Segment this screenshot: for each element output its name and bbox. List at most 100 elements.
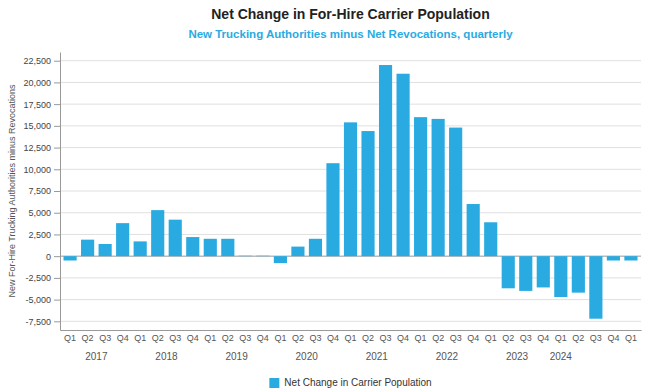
bar	[204, 239, 217, 256]
bar	[134, 241, 147, 256]
y-tick-mark	[54, 82, 60, 83]
bar	[239, 255, 252, 256]
bar	[624, 256, 637, 260]
y-tick: 7,500	[28, 186, 60, 196]
grid-line	[60, 299, 641, 300]
grid-line	[60, 82, 641, 83]
bars	[64, 65, 638, 319]
grid-line	[60, 277, 641, 278]
x-tick-label: Q3	[309, 333, 321, 343]
x-tick-label: Q2	[222, 333, 234, 343]
y-tick: 22,500	[23, 56, 60, 66]
x-tick-label: Q2	[572, 333, 584, 343]
bar	[537, 256, 550, 287]
x-tick: Q1	[485, 333, 497, 343]
x-tick: Q4	[467, 333, 479, 343]
y-tick-label: -5,000	[25, 295, 51, 305]
bar	[572, 256, 585, 292]
year-label: 2017	[85, 351, 108, 362]
y-tick: 2,500	[28, 230, 60, 240]
y-tick-label: -7,500	[25, 317, 51, 327]
x-tick: Q1	[134, 333, 146, 343]
bar	[309, 239, 322, 256]
y-tick: 17,500	[23, 100, 60, 110]
grid-line	[60, 60, 641, 61]
y-tick-label: 20,000	[23, 78, 51, 88]
y-tick: 5,000	[28, 208, 60, 218]
plot: -7,500-5,000-2,50002,5005,0007,50010,000…	[23, 53, 641, 363]
x-tick-label: Q4	[397, 333, 409, 343]
x-tick: Q1	[274, 333, 286, 343]
x-tick: Q2	[222, 333, 234, 343]
x-tick: Q2	[152, 333, 164, 343]
y-tick: -2,500	[25, 273, 60, 283]
y-tick-label: 10,000	[23, 165, 51, 175]
y-tick-mark	[54, 104, 60, 105]
y-tick: -7,500	[25, 317, 60, 327]
x-axis-line	[61, 330, 642, 331]
year-label: 2019	[225, 351, 248, 362]
y-tick-label: 22,500	[23, 56, 51, 66]
y-tick-label: 7,500	[28, 186, 51, 196]
x-tick: Q3	[239, 333, 251, 343]
x-tick: Q4	[537, 333, 549, 343]
bar	[116, 223, 129, 256]
x-tick-label: Q3	[450, 333, 462, 343]
bar	[554, 256, 567, 297]
x-tick: Q3	[520, 333, 532, 343]
y-tick-mark	[54, 234, 60, 235]
bar	[151, 210, 164, 256]
bar	[397, 74, 410, 256]
x-tick-label: Q4	[327, 333, 339, 343]
bar	[607, 256, 620, 260]
x-tick: Q4	[397, 333, 409, 343]
x-tick: Q2	[292, 333, 304, 343]
y-tick-mark	[54, 321, 60, 322]
y-tick-mark	[54, 213, 60, 214]
y-tick: -5,000	[25, 295, 60, 305]
bar	[414, 117, 427, 256]
bar	[519, 256, 532, 291]
x-tick-label: Q2	[82, 333, 94, 343]
bar	[344, 122, 357, 256]
y-tick-label: 5,000	[28, 208, 51, 218]
y-tick-label: 17,500	[23, 100, 51, 110]
x-axis: Q1 Q2 Q3 Q4 Q1 Q2 Q3 Q4 Q1 Q2 Q3 Q4 Q1 Q2 Q3 Q4 Q1 Q2 Q3 Q4…	[61, 331, 642, 344]
x-tick: Q2	[502, 333, 514, 343]
year-label: 2020	[296, 351, 319, 362]
x-tick: Q1	[344, 333, 356, 343]
x-tick-label: Q4	[117, 333, 129, 343]
x-tick: Q3	[590, 333, 602, 343]
x-tick-label: Q2	[502, 333, 514, 343]
bar	[99, 244, 112, 256]
x-tick: Q3	[380, 333, 392, 343]
x-tick: Q2	[432, 333, 444, 343]
y-tick-label: 2,500	[28, 230, 51, 240]
x-tick-label: Q1	[204, 333, 216, 343]
x-tick-label: Q4	[607, 333, 619, 343]
x-tick-label: Q2	[432, 333, 444, 343]
x-tick: Q3	[169, 333, 181, 343]
bar	[81, 240, 94, 257]
y-tick-mark	[54, 61, 60, 62]
year-label: 2022	[436, 351, 459, 362]
y-tick-mark	[54, 126, 60, 127]
y-tick-mark	[54, 256, 60, 257]
x-tick: Q3	[99, 333, 111, 343]
x-tick: Q1	[625, 333, 637, 343]
bar	[432, 119, 445, 256]
bar	[449, 128, 462, 257]
bar	[326, 163, 339, 256]
year-label: 2023	[506, 351, 529, 362]
annotations: 20172018201920202021202220232024	[85, 351, 572, 362]
grid-line	[60, 321, 641, 322]
bar	[186, 237, 199, 256]
legend-swatch	[269, 378, 279, 388]
x-tick: Q4	[117, 333, 129, 343]
y-tick-mark	[54, 169, 60, 170]
x-tick-label: Q3	[520, 333, 532, 343]
y-tick: 10,000	[23, 165, 60, 175]
bar	[274, 256, 287, 263]
subtitle: New Trucking Authorities minus Net Revoc…	[188, 28, 513, 40]
x-tick: Q2	[82, 333, 94, 343]
